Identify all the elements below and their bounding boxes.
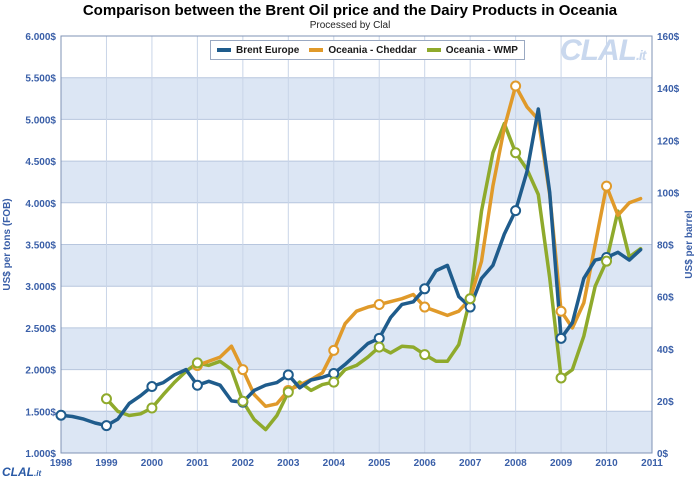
y-right-tick-label: 80$ xyxy=(657,241,674,252)
data-point-oceania-wmp xyxy=(373,341,385,353)
legend-swatch-cheddar xyxy=(309,48,324,52)
y-left-tick-label: 2.500$ xyxy=(25,324,56,335)
plot-band xyxy=(61,411,652,453)
y-right-tick-label: 120$ xyxy=(657,136,680,147)
y-left-tick-label: 5.500$ xyxy=(25,74,56,85)
data-point-brent-europe xyxy=(55,409,67,421)
data-point-brent-europe xyxy=(510,205,522,217)
x-tick-label: 2000 xyxy=(141,458,164,469)
y-left-tick-label: 3.500$ xyxy=(25,241,56,252)
y-right-tick-label: 140$ xyxy=(657,84,680,95)
y-right-tick-label: 60$ xyxy=(657,293,674,304)
data-point-brent-europe xyxy=(146,381,158,393)
x-tick-label: 2009 xyxy=(550,458,573,469)
y-left-tick-label: 2.000$ xyxy=(25,366,56,377)
data-point-oceania-cheddar xyxy=(510,80,522,92)
data-point-oceania-cheddar xyxy=(328,344,340,356)
y-right-tick-label: 0$ xyxy=(657,449,669,460)
y-left-tick-label: 5.000$ xyxy=(25,115,56,126)
y-left-tick-label: 4.000$ xyxy=(25,199,56,210)
y-right-axis-title: US$ per barrel xyxy=(684,210,695,279)
data-point-oceania-wmp xyxy=(601,255,613,267)
y-left-tick-label: 4.500$ xyxy=(25,157,56,168)
series-line-brent-europe xyxy=(59,107,643,428)
data-point-oceania-cheddar xyxy=(373,299,385,311)
data-point-oceania-wmp xyxy=(419,349,431,361)
clal-logo-watermark: CLAL.it xyxy=(560,34,646,67)
data-point-brent-europe xyxy=(100,420,112,432)
data-point-oceania-wmp xyxy=(282,386,294,398)
y-right-tick-label: 100$ xyxy=(657,188,680,199)
data-point-oceania-wmp xyxy=(510,147,522,159)
x-tick-label: 2008 xyxy=(504,458,527,469)
data-point-brent-europe xyxy=(191,379,203,391)
plot-border xyxy=(60,35,653,454)
x-tick-label: 2007 xyxy=(459,458,482,469)
legend-label-brent: Brent Europe xyxy=(236,44,300,56)
x-tick-label: 2010 xyxy=(595,458,618,469)
plot-band xyxy=(61,327,652,370)
data-point-oceania-wmp xyxy=(191,357,203,369)
x-tick-label: 2006 xyxy=(414,458,437,469)
series-line-oceania-cheddar xyxy=(195,84,643,409)
data-point-oceania-wmp xyxy=(464,293,476,305)
legend-label-wmp: Oceania - WMP xyxy=(445,44,518,56)
plot-band xyxy=(61,77,652,120)
legend-item-cheddar: Oceania - Cheddar xyxy=(309,44,417,56)
y-left-tick-label: 6.000$ xyxy=(25,32,56,43)
x-tick-label: 2005 xyxy=(368,458,391,469)
data-point-oceania-wmp xyxy=(146,402,158,414)
x-tick-label: 2011 xyxy=(641,458,663,469)
y-left-tick-label: 1.500$ xyxy=(25,407,56,418)
x-tick-label: 1998 xyxy=(50,458,73,469)
chart-legend: Brent Europe Oceania - Cheddar Oceania -… xyxy=(210,40,525,60)
plot-band xyxy=(61,202,652,245)
y-right-tick-label: 160$ xyxy=(657,32,680,43)
plot-band xyxy=(61,161,652,203)
x-tick-label: 2004 xyxy=(323,458,346,469)
plot-band xyxy=(61,244,652,287)
data-point-oceania-cheddar xyxy=(237,364,249,376)
data-point-oceania-wmp xyxy=(100,393,112,405)
y-left-tick-label: 1.000$ xyxy=(25,449,56,460)
legend-item-brent: Brent Europe xyxy=(217,45,299,56)
x-tick-label: 2003 xyxy=(277,458,300,469)
y-left-tick-label: 3.000$ xyxy=(25,282,56,293)
chart-subtitle: Processed by Clal xyxy=(309,20,391,31)
chart-title: Comparison between the Brent Oil price a… xyxy=(82,2,618,19)
data-point-brent-europe xyxy=(555,332,567,344)
x-tick-label: 1999 xyxy=(95,458,118,469)
plot-band xyxy=(61,119,652,162)
plot-band xyxy=(61,369,652,412)
data-point-oceania-wmp xyxy=(555,372,567,384)
data-point-brent-europe xyxy=(282,369,294,381)
data-point-oceania-wmp xyxy=(237,395,249,407)
legend-label-cheddar: Oceania - Cheddar xyxy=(328,44,417,56)
data-point-oceania-cheddar xyxy=(555,305,567,317)
x-tick-label: 2001 xyxy=(186,458,209,469)
y-right-tick-label: 20$ xyxy=(657,397,674,408)
data-point-brent-europe xyxy=(419,283,431,295)
x-tick-label: 2002 xyxy=(232,458,255,469)
y-right-tick-label: 40$ xyxy=(657,345,674,356)
clal-logo-footer: CLAL.it xyxy=(2,465,42,479)
data-point-oceania-cheddar xyxy=(601,180,613,192)
legend-swatch-brent xyxy=(217,48,231,52)
legend-item-wmp: Oceania - WMP xyxy=(426,44,518,56)
data-point-brent-europe xyxy=(373,332,385,344)
data-point-oceania-wmp xyxy=(328,376,340,388)
y-left-axis-title: US$ per tons (FOB) xyxy=(2,198,13,290)
legend-swatch-wmp xyxy=(426,48,441,52)
data-point-oceania-cheddar xyxy=(419,301,431,313)
